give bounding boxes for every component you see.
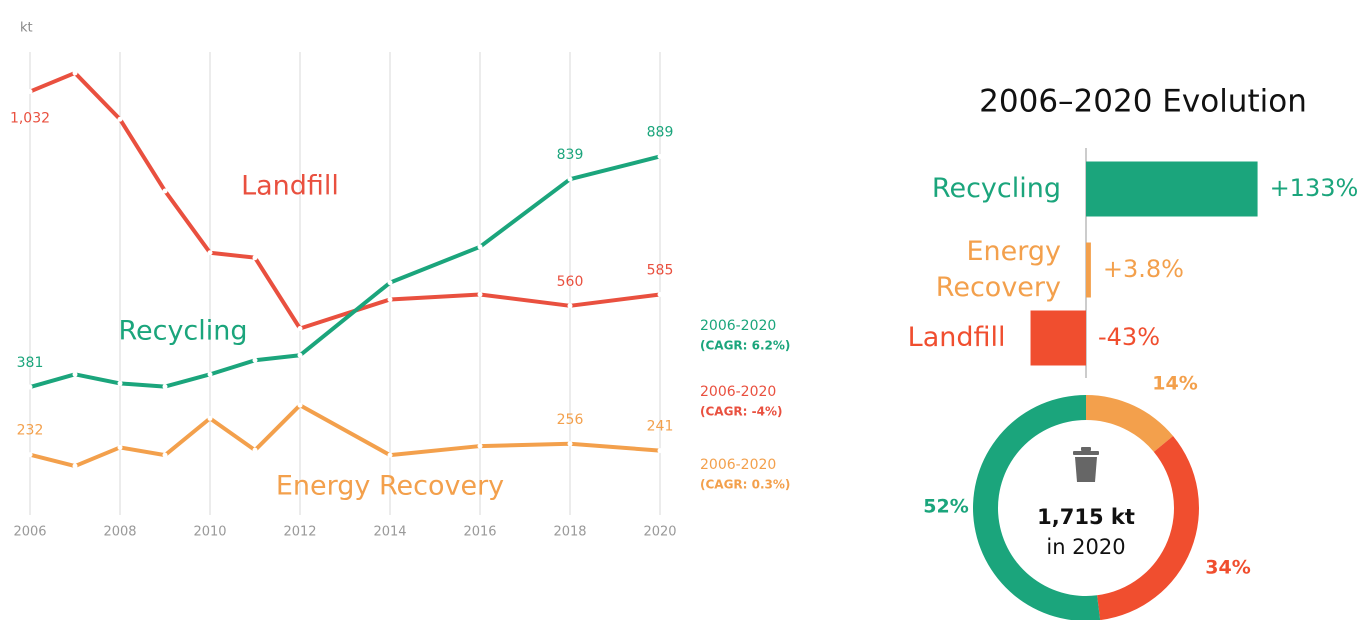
center-value: 1,715 kt bbox=[1037, 505, 1135, 529]
point bbox=[117, 380, 123, 386]
line bbox=[29, 154, 661, 389]
cagr-annotation: 2006-2020 bbox=[700, 457, 776, 473]
x-tick-label: 2020 bbox=[643, 525, 676, 540]
data-label: 585 bbox=[647, 262, 674, 278]
point bbox=[162, 188, 168, 194]
point bbox=[477, 443, 483, 449]
data-label: 839 bbox=[557, 147, 584, 163]
point bbox=[207, 371, 213, 377]
point bbox=[72, 463, 78, 469]
point bbox=[387, 296, 393, 302]
icon-lid bbox=[1073, 451, 1099, 455]
data-label: 381 bbox=[17, 355, 44, 371]
donut-segment bbox=[1086, 395, 1174, 452]
trash-icon bbox=[1073, 447, 1099, 482]
point bbox=[162, 452, 168, 458]
bar-category-label: Recycling bbox=[931, 173, 1061, 204]
center-label: in 2020 bbox=[1046, 535, 1125, 559]
data-label: 256 bbox=[557, 412, 584, 428]
point bbox=[297, 402, 303, 408]
bar-category-label: Energy Recovery bbox=[935, 236, 1061, 303]
bar-category-label: Landfill bbox=[907, 322, 1006, 353]
bar bbox=[1030, 310, 1086, 366]
point bbox=[387, 280, 393, 286]
cagr-annotation: 2006-2020 bbox=[700, 384, 776, 400]
series-label: Energy Recovery bbox=[276, 471, 504, 502]
point bbox=[477, 244, 483, 250]
point bbox=[567, 176, 573, 182]
point bbox=[657, 291, 663, 297]
x-tick-label: 2006 bbox=[13, 525, 46, 540]
bar-value-label: -43% bbox=[1098, 323, 1160, 351]
x-tick-label: 2010 bbox=[193, 525, 226, 540]
point bbox=[27, 452, 33, 458]
chart-title: 2006–2020 Evolution bbox=[979, 84, 1307, 120]
point bbox=[567, 441, 573, 447]
point bbox=[72, 371, 78, 377]
data-label: 1,032 bbox=[10, 111, 50, 127]
point bbox=[27, 384, 33, 390]
cagr-annotation: (CAGR: 6.2%) bbox=[700, 339, 790, 353]
bar-value-label: +133% bbox=[1270, 174, 1359, 202]
data-label: 560 bbox=[557, 274, 584, 290]
series-label: Recycling bbox=[118, 316, 247, 347]
point bbox=[252, 447, 258, 453]
bar bbox=[1086, 242, 1091, 298]
point bbox=[477, 291, 483, 297]
point bbox=[207, 250, 213, 256]
y-axis-label: kt bbox=[20, 21, 33, 36]
donut-segment bbox=[973, 395, 1101, 620]
point bbox=[117, 116, 123, 122]
cagr-annotation: (CAGR: 0.3%) bbox=[700, 478, 790, 492]
series-label: Landfill bbox=[241, 171, 339, 202]
x-tick-label: 2008 bbox=[103, 525, 136, 540]
point bbox=[297, 352, 303, 358]
donut-label: 52% bbox=[923, 496, 968, 518]
data-label: 889 bbox=[647, 124, 674, 140]
icon-bin bbox=[1075, 457, 1097, 482]
point bbox=[162, 384, 168, 390]
donut-segment bbox=[1097, 435, 1200, 620]
point bbox=[117, 444, 123, 450]
cagr-annotation: (CAGR: -4%) bbox=[700, 405, 782, 419]
point bbox=[567, 303, 573, 309]
data-label: 241 bbox=[647, 419, 674, 435]
x-tick-label: 2016 bbox=[463, 525, 496, 540]
point bbox=[72, 70, 78, 76]
point bbox=[657, 448, 663, 454]
line bbox=[29, 70, 661, 331]
data-label: 232 bbox=[17, 423, 44, 439]
point bbox=[657, 153, 663, 159]
point bbox=[297, 326, 303, 332]
bar-value-label: +3.8% bbox=[1103, 255, 1184, 283]
point bbox=[252, 357, 258, 363]
bar bbox=[1086, 161, 1258, 217]
icon-handle bbox=[1081, 447, 1091, 451]
point bbox=[252, 255, 258, 261]
donut-label: 34% bbox=[1205, 557, 1250, 579]
cagr-annotation: 2006-2020 bbox=[700, 318, 776, 334]
donut-label: 14% bbox=[1152, 373, 1197, 395]
point bbox=[27, 89, 33, 95]
x-tick-label: 2014 bbox=[373, 525, 406, 540]
x-tick-label: 2012 bbox=[283, 525, 316, 540]
x-tick-label: 2018 bbox=[553, 525, 586, 540]
point bbox=[207, 415, 213, 421]
point bbox=[387, 452, 393, 458]
